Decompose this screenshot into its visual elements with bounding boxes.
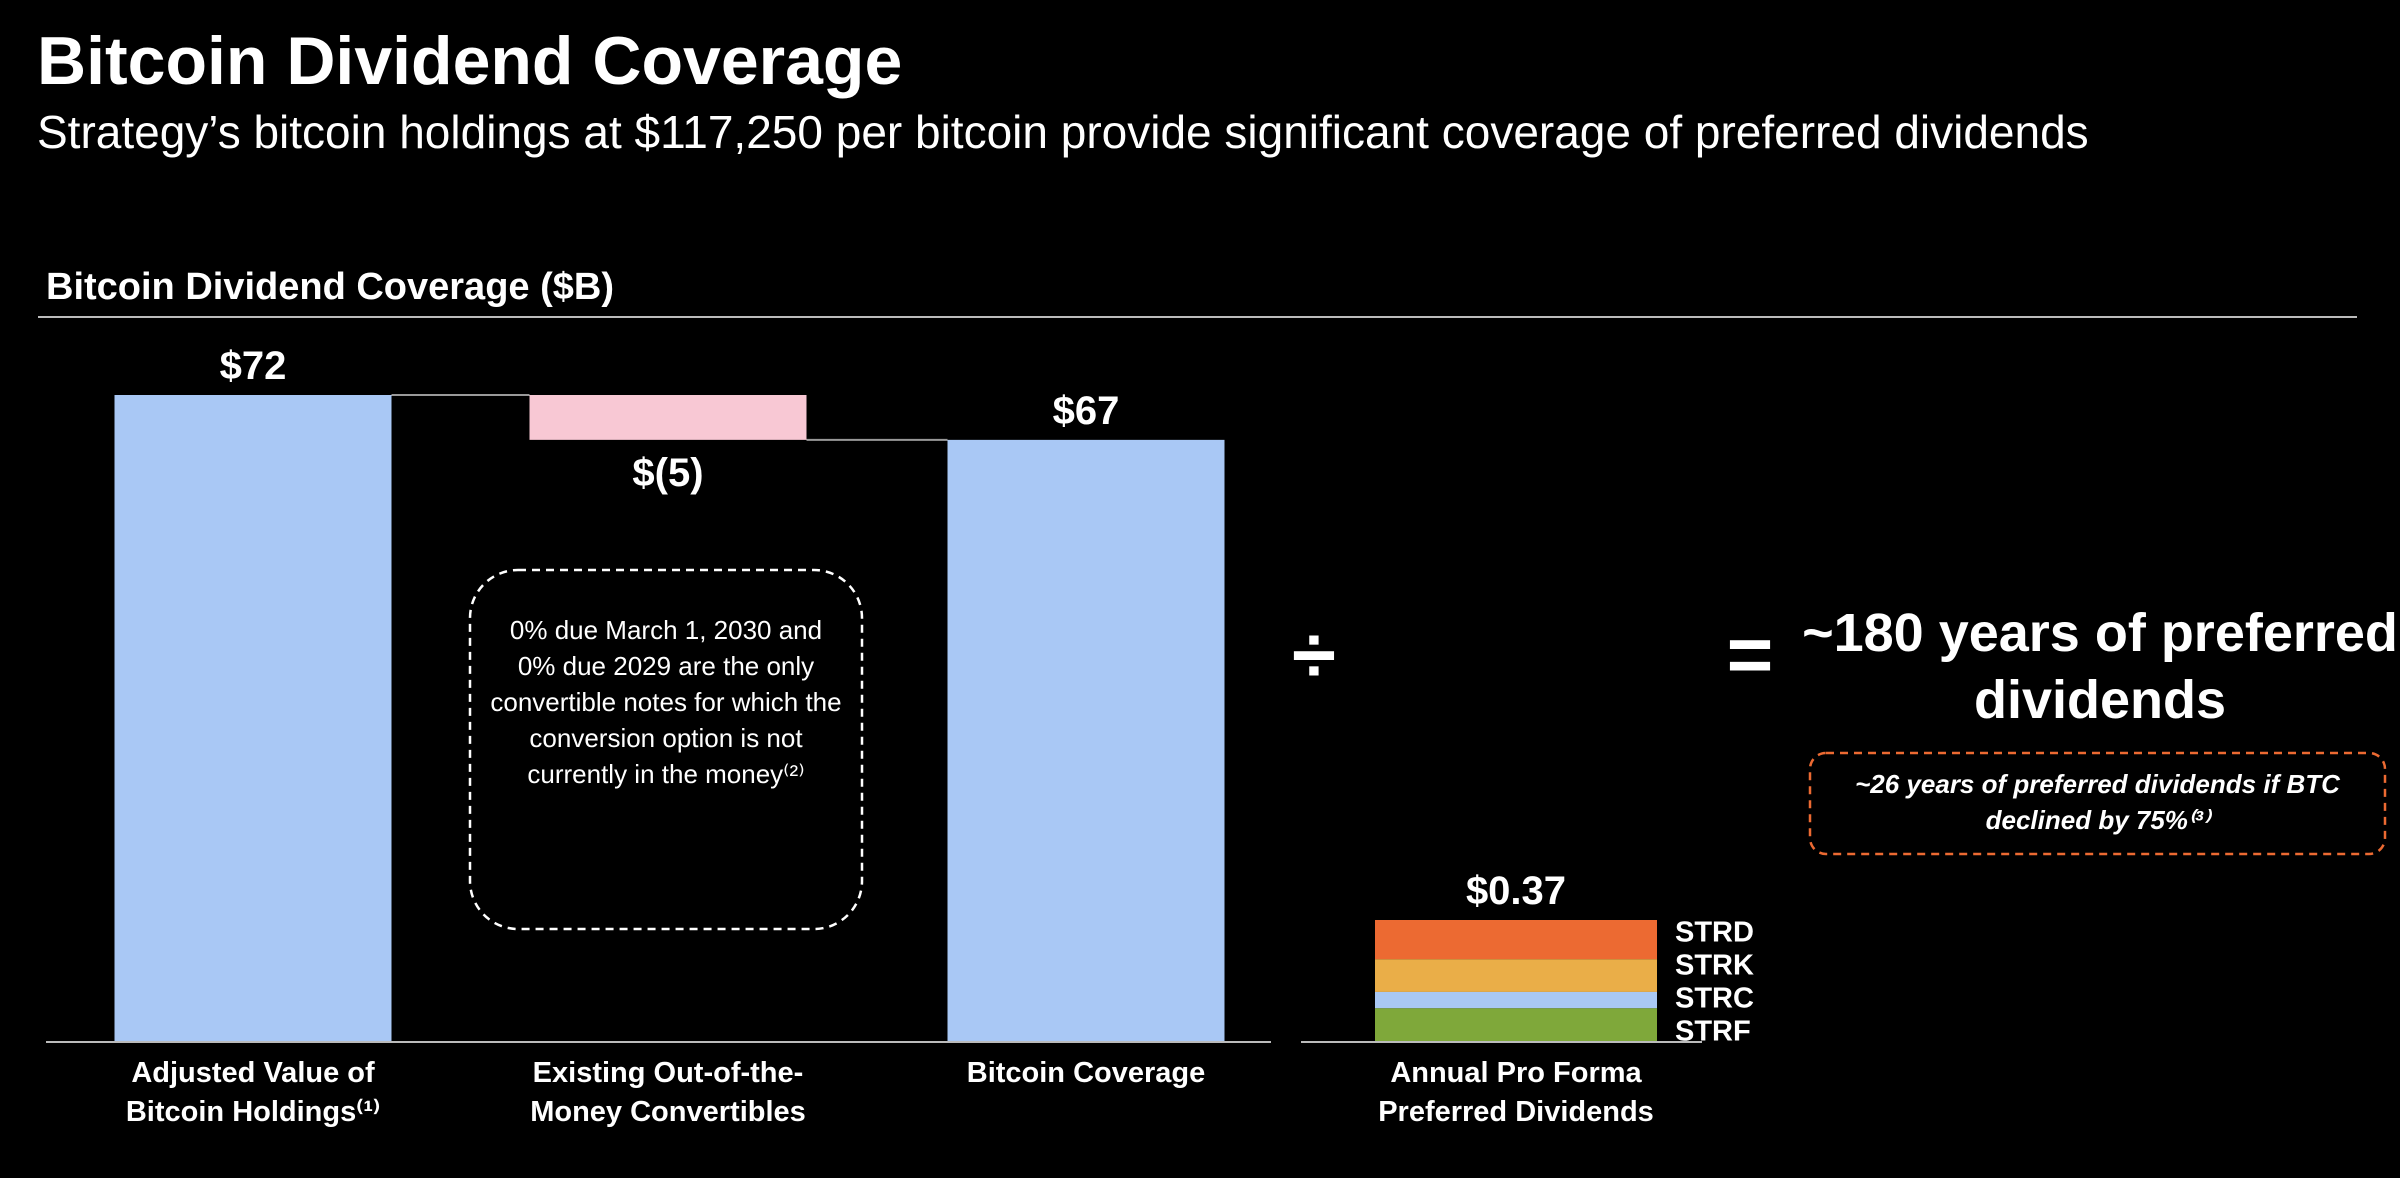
x-tick-label: Existing Out-of-the-Money Convertibles [530, 1057, 806, 1128]
callout-text: 0% due March 1, 2030 and 0% due 2029 are… [490, 615, 842, 789]
value-label: $0.37 [1466, 869, 1566, 913]
bar-segment [1375, 1008, 1657, 1041]
stress-text: ~26 years of preferred dividends if BTC … [1855, 769, 2340, 835]
slide-title: Bitcoin Dividend Coverage [37, 23, 902, 99]
x-tick-label: Bitcoin Coverage [966, 1057, 1206, 1089]
legend-label: STRF [1675, 1016, 1751, 1048]
legend-label: STRK [1675, 950, 1754, 982]
divide-sign: ÷ [1292, 610, 1336, 699]
callout-box [468, 568, 864, 931]
chart-title: Bitcoin Dividend Coverage ($B) [46, 266, 614, 308]
legend-label: STRC [1675, 983, 1754, 1015]
value-label: $67 [1053, 389, 1120, 433]
value-label: $72 [220, 344, 287, 388]
x-tick-label: Annual Pro Forma Preferred Dividends [1378, 1057, 1654, 1128]
bar [947, 439, 1225, 1042]
result-text: ~180 years of preferred dividends [1802, 603, 2398, 730]
value-label: $(5) [632, 451, 703, 495]
stress-box [1808, 751, 2387, 856]
bar-segment [1375, 991, 1657, 1009]
legend-label: STRD [1675, 917, 1754, 949]
equals-sign: = [1726, 610, 1774, 699]
bar [529, 395, 807, 440]
x-tick-label: Adjusted Value of Bitcoin Holdings⁽¹⁾ [125, 1057, 381, 1128]
bar [114, 395, 392, 1041]
bar-segment [1375, 959, 1657, 992]
bar-segment [1375, 920, 1657, 960]
slide-subtitle: Strategy’s bitcoin holdings at $117,250 … [37, 106, 2089, 158]
